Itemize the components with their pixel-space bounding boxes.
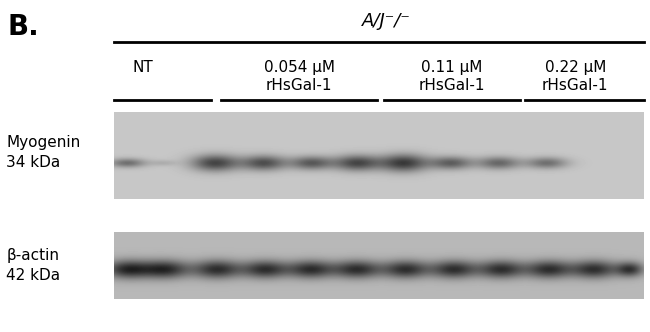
Text: 0.11 μM
rHsGal-1: 0.11 μM rHsGal-1 bbox=[419, 60, 485, 93]
Text: β-actin
42 kDa: β-actin 42 kDa bbox=[6, 248, 60, 283]
Text: A/J⁻/⁻: A/J⁻/⁻ bbox=[362, 12, 411, 30]
Text: Myogenin
34 kDa: Myogenin 34 kDa bbox=[6, 135, 81, 170]
Text: NT: NT bbox=[133, 60, 153, 75]
Text: 0.054 μM
rHsGal-1: 0.054 μM rHsGal-1 bbox=[263, 60, 335, 93]
Text: B.: B. bbox=[8, 13, 40, 41]
Text: 0.22 μM
rHsGal-1: 0.22 μM rHsGal-1 bbox=[542, 60, 608, 93]
